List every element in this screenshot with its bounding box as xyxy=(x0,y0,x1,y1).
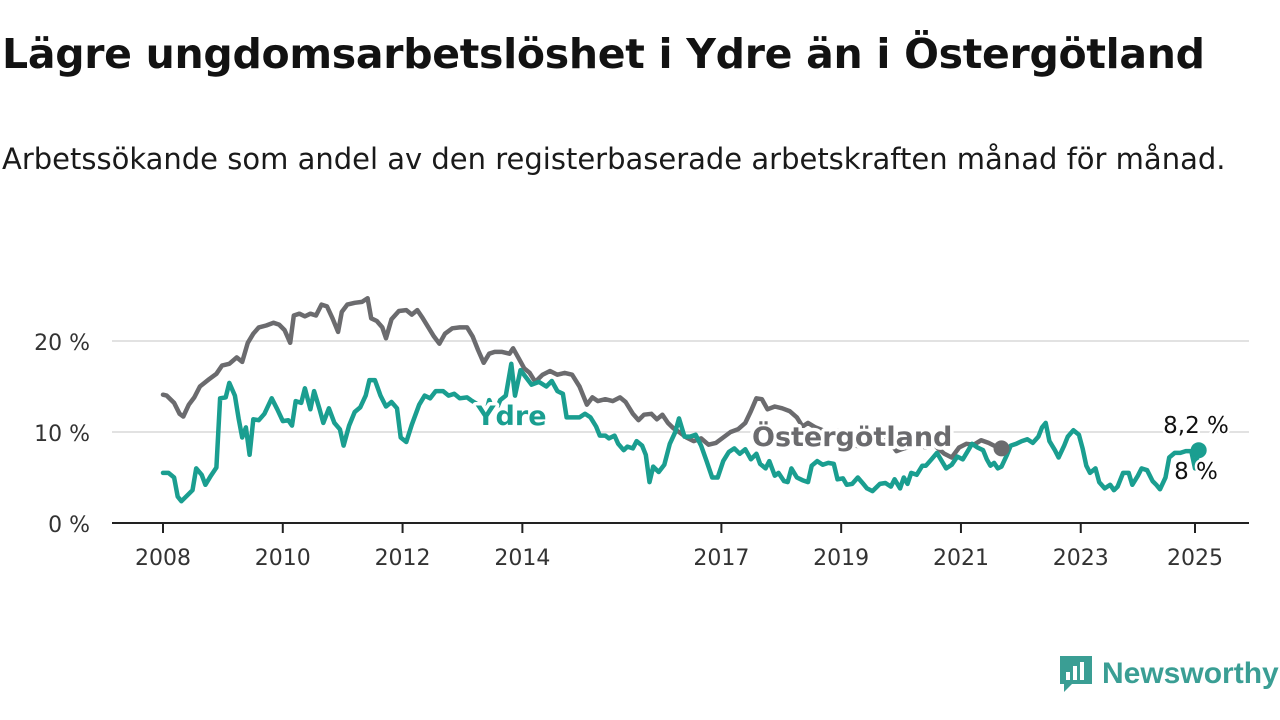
end-dot-ostergotland xyxy=(993,440,1010,457)
x-tick-label: 2017 xyxy=(693,546,749,571)
y-tick-label: 10 % xyxy=(34,422,90,447)
series-line-ostergotland xyxy=(160,295,1004,460)
series-lines xyxy=(160,295,1201,504)
series-labels: Ydre Östergötland 8,2 % 8 % xyxy=(472,398,1232,488)
end-label-ydre: 8 % xyxy=(1174,459,1218,485)
y-tick-label: 20 % xyxy=(34,331,90,356)
x-tick-label: 2012 xyxy=(375,546,431,571)
chart-subtitle: Arbetssökande som andel av den registerb… xyxy=(2,142,1226,176)
x-tick-label: 2023 xyxy=(1053,546,1109,571)
end-dot-ydre xyxy=(1190,442,1207,459)
brand-logo: Newsworthy xyxy=(1058,654,1279,694)
x-tick-label: 2019 xyxy=(813,546,869,571)
x-tick-label: 2014 xyxy=(494,546,550,571)
x-tick-label: 2010 xyxy=(255,546,311,571)
newsworthy-logo-icon xyxy=(1060,656,1092,692)
y-tick-label: 0 % xyxy=(48,513,90,538)
series-label-ostergotland: Östergötland xyxy=(752,420,952,453)
x-tick-label: 2025 xyxy=(1167,546,1223,571)
x-axis-ticks: 2008 2010 2012 2014 2017 2019 2021 2023 2025 xyxy=(135,523,1223,571)
series-line-ydre xyxy=(160,361,1201,504)
x-tick-label: 2008 xyxy=(135,546,191,571)
chart-title: Lägre ungdomsarbetslöshet i Ydre än i Ös… xyxy=(2,30,1205,78)
series-label-ydre: Ydre xyxy=(475,401,547,432)
x-tick-label: 2021 xyxy=(933,546,989,571)
end-label-ostergotland: 8,2 % xyxy=(1163,413,1229,439)
y-axis-ticks: 0 % 10 % 20 % xyxy=(34,331,90,538)
brand-name: Newsworthy xyxy=(1102,657,1279,690)
